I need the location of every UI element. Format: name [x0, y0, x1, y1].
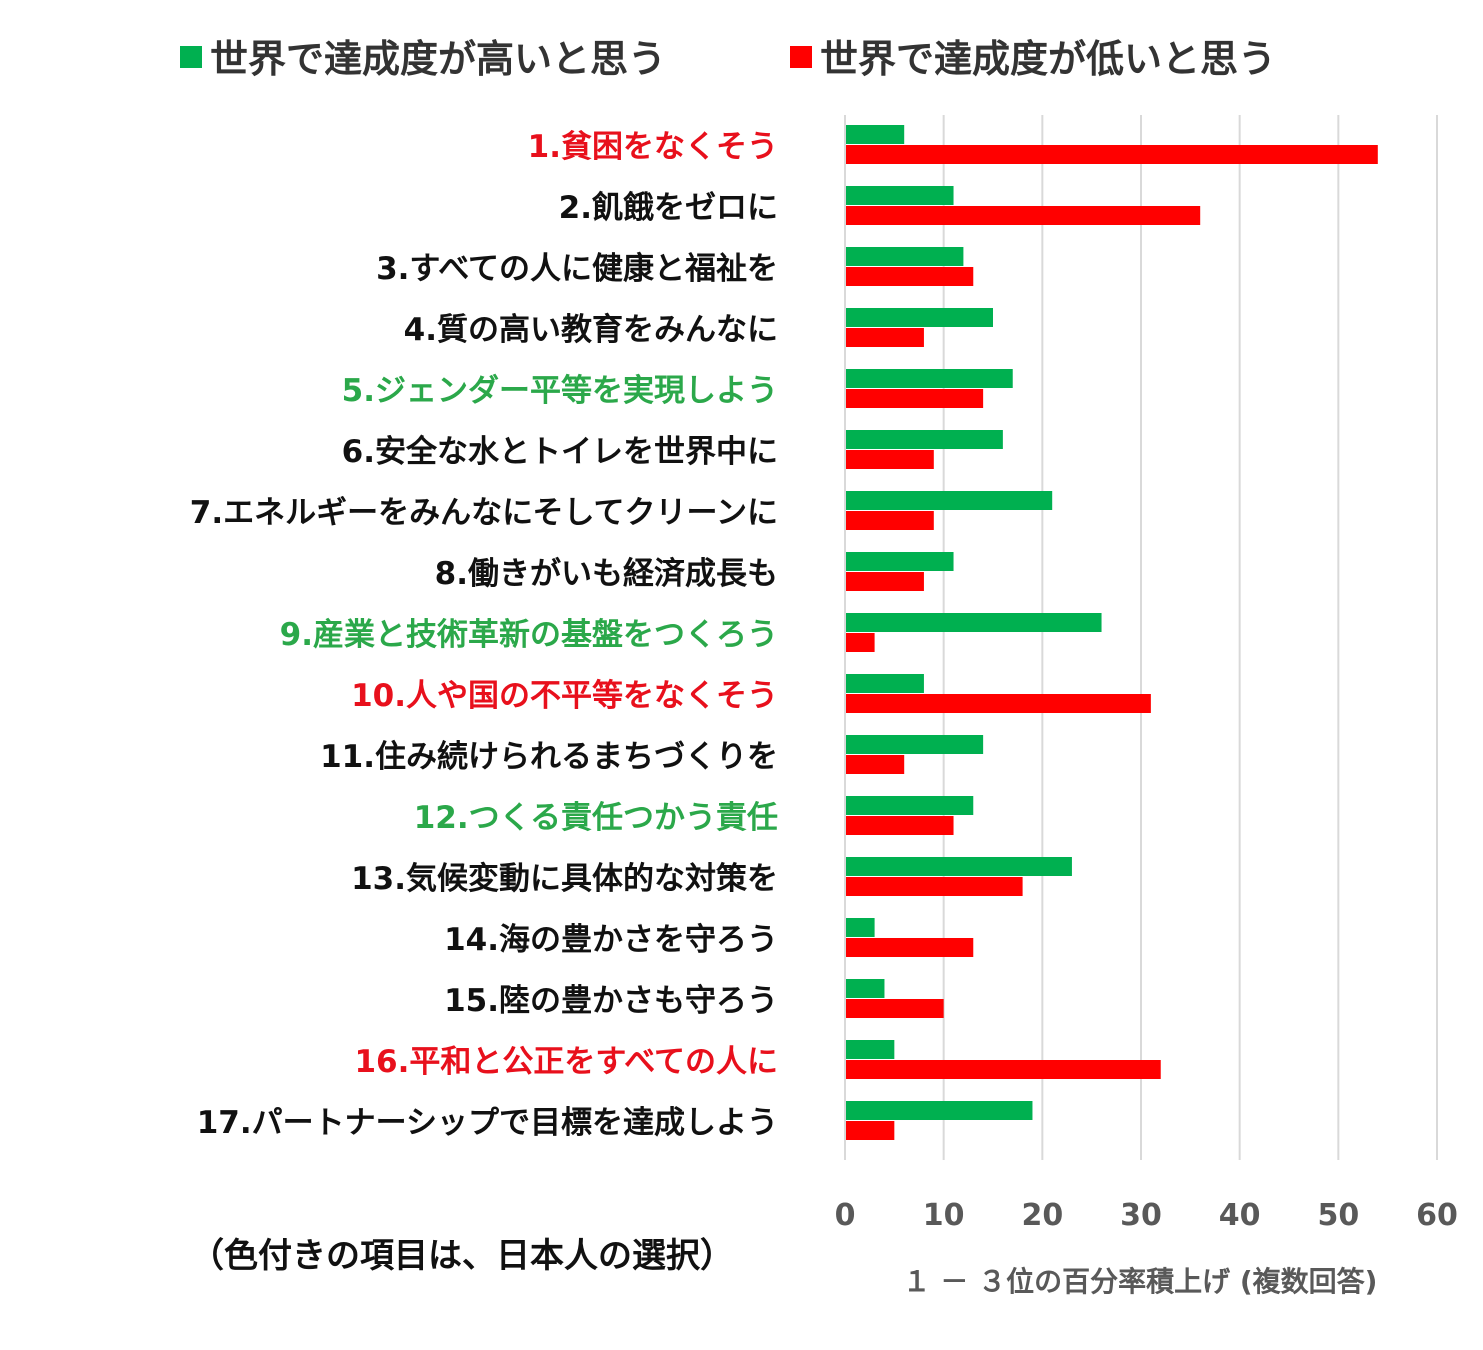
bar-low	[846, 999, 944, 1018]
bar-low	[846, 1060, 1161, 1079]
bar-low	[846, 816, 954, 835]
category-label: 8.働きがいも経済成長も	[435, 556, 778, 592]
legend-low-label: 世界で達成度が低いと思う	[820, 37, 1277, 81]
bar-high	[846, 491, 1053, 510]
category-label: 5.ジェンダー平等を実現しよう	[342, 373, 778, 409]
legend-high-label: 世界で達成度が高いと思う	[210, 37, 667, 81]
category-label: 6.安全な水とトイレを世界中に	[342, 434, 778, 470]
category-label: 7.エネルギーをみんなにそしてクリーンに	[190, 495, 778, 531]
bar-high	[846, 1101, 1033, 1120]
x-tick-label: 40	[1219, 1198, 1261, 1233]
bar-low	[846, 145, 1378, 164]
category-label: 10.人や国の不平等をなくそう	[351, 678, 778, 714]
bar-low	[846, 450, 934, 469]
note-text: （色付きの項目は、日本人の選択）	[190, 1236, 734, 1276]
bar-high	[846, 308, 993, 327]
bar-high	[846, 1040, 895, 1059]
bar-low	[846, 877, 1023, 896]
category-label: 11.住み続けられるまちづくりを	[320, 739, 778, 775]
category-label: 9.産業と技術革新の基盤をつくろう	[280, 617, 778, 653]
bar-high	[846, 979, 885, 998]
bar-low	[846, 206, 1201, 225]
category-label: 3.すべての人に健康と福祉を	[376, 251, 778, 287]
category-label: 12.つくる責任つかう責任	[414, 800, 778, 836]
x-tick-label: 60	[1416, 1198, 1458, 1233]
category-label: 2.飢餓をゼロに	[559, 190, 778, 226]
bar-low	[846, 328, 924, 347]
bar-high	[846, 247, 964, 266]
category-label: 14.海の豊かさを守ろう	[444, 922, 778, 958]
bar-high	[846, 918, 875, 937]
bar-low	[846, 267, 974, 286]
legend-high-swatch	[180, 46, 202, 68]
legend-low-swatch	[790, 46, 812, 68]
x-axis-title: １ － ３位の百分率積上げ (複数回答)	[902, 1265, 1378, 1298]
bar-high	[846, 796, 974, 815]
bar-high	[846, 674, 924, 693]
bar-low	[846, 1121, 895, 1140]
bar-low	[846, 755, 905, 774]
bar-high	[846, 186, 954, 205]
x-tick-label: 0	[835, 1198, 856, 1233]
bar-high	[846, 735, 984, 754]
category-label: 15.陸の豊かさも守ろう	[444, 983, 778, 1019]
x-tick-label: 50	[1317, 1198, 1359, 1233]
x-tick-label: 30	[1120, 1198, 1162, 1233]
bar-high	[846, 552, 954, 571]
bar-low	[846, 389, 984, 408]
bar-low	[846, 633, 875, 652]
bar-high	[846, 613, 1102, 632]
x-tick-label: 20	[1021, 1198, 1063, 1233]
bar-high	[846, 857, 1072, 876]
x-tick-label: 10	[923, 1198, 965, 1233]
bar-high	[846, 125, 905, 144]
category-label: 16.平和と公正をすべての人に	[354, 1044, 778, 1080]
legend-high: 世界で達成度が高いと思う	[180, 28, 666, 83]
category-label: 13.気候変動に具体的な対策を	[351, 861, 778, 897]
bar-low	[846, 572, 924, 591]
category-label: 1.貧困をなくそう	[528, 129, 778, 165]
bar-low	[846, 511, 934, 530]
legend-low: 世界で達成度が低いと思う	[790, 28, 1276, 83]
bar-high	[846, 430, 1003, 449]
bar-low	[846, 938, 974, 957]
bar-high	[846, 369, 1013, 388]
category-label: 17.パートナーシップで目標を達成しよう	[197, 1105, 778, 1141]
bar-low	[846, 694, 1151, 713]
category-label: 4.質の高い教育をみんなに	[404, 312, 778, 348]
